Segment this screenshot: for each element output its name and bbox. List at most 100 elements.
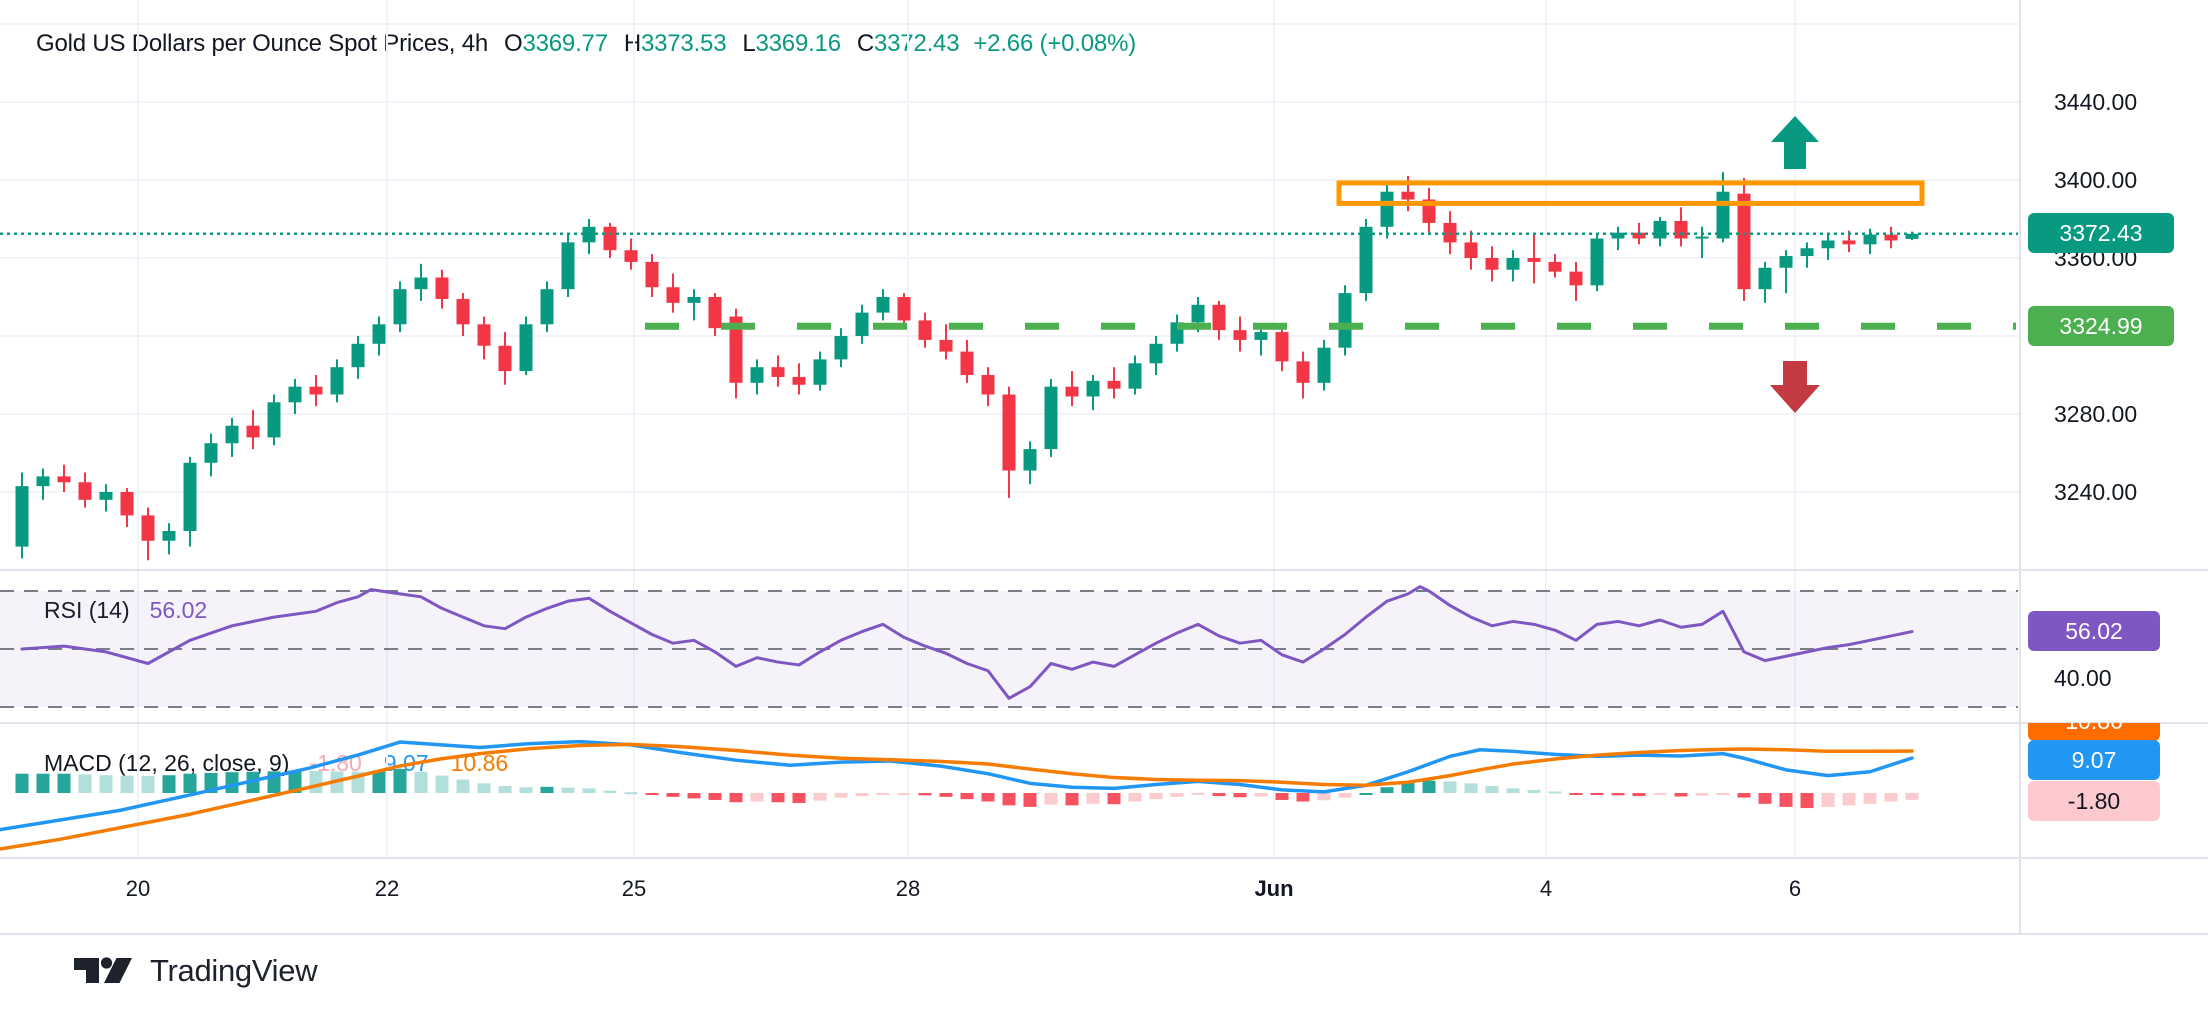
price-change: +2.66 (+0.08%) <box>973 30 1137 57</box>
candle <box>120 492 134 516</box>
macd-histogram-bar <box>813 793 827 801</box>
macd-histogram-bar <box>1233 793 1247 798</box>
candle <box>1611 232 1625 239</box>
macd-signal-line <box>0 742 1914 851</box>
tradingview-mark-icon <box>74 957 132 983</box>
candle <box>1191 304 1205 323</box>
macd-histogram-bar <box>1380 787 1394 793</box>
macd-histogram-bar <box>1023 793 1037 807</box>
candle <box>1779 256 1793 268</box>
candle <box>855 312 869 336</box>
macd-histogram-bar <box>1065 793 1079 806</box>
macd-line-badge: 9.07 <box>2028 740 2160 780</box>
candle <box>771 367 785 377</box>
macd-histogram-bar <box>1212 793 1226 797</box>
candle <box>330 367 344 395</box>
time-tick: Jun <box>1254 876 1294 901</box>
candle <box>183 462 197 531</box>
time-axis[interactable]: 20 22 25 28 Jun 4 6 <box>0 858 2208 935</box>
candle <box>1233 330 1247 340</box>
time-tick: 28 <box>895 876 921 901</box>
candle <box>456 298 470 325</box>
macd-histogram-bar <box>603 790 617 793</box>
candle <box>141 515 155 541</box>
macd-histogram-bar <box>15 773 29 793</box>
candle <box>1590 238 1604 286</box>
candle <box>57 476 71 483</box>
candle <box>1884 234 1898 241</box>
candle <box>1695 236 1709 239</box>
macd-histogram-bar <box>1296 793 1310 802</box>
macd-histogram-bar <box>834 793 848 798</box>
tradingview-logo[interactable]: TradingView <box>72 948 318 994</box>
macd-histogram-bar <box>1737 793 1751 798</box>
macd-histogram-bar <box>1569 793 1583 795</box>
candle <box>519 324 533 372</box>
symbol-legend[interactable]: Gold US Dollars per Ounce Spot Prices, 4… <box>36 30 1136 58</box>
macd-histogram-bar <box>1422 780 1436 793</box>
macd-histogram-bar <box>1779 793 1793 807</box>
candle <box>1674 220 1688 239</box>
macd-signal-badge: 10.86 <box>2028 723 2160 741</box>
candle <box>351 343 365 368</box>
macd-histogram-bar <box>1464 783 1478 793</box>
rsi-value: 56.02 <box>150 597 208 624</box>
candle <box>1464 242 1478 258</box>
macd-histogram-bar <box>981 793 995 802</box>
macd-histogram-bar <box>519 787 533 793</box>
macd-histogram-bar <box>1653 793 1667 795</box>
candle <box>1065 386 1079 397</box>
candle <box>666 287 680 303</box>
candle <box>204 443 218 463</box>
macd-histogram-bar <box>666 793 680 797</box>
candle <box>393 289 407 325</box>
candle <box>540 289 554 325</box>
macd-histogram-bar <box>1527 789 1541 793</box>
macd-histogram-bar <box>414 771 428 793</box>
candle <box>246 425 260 438</box>
macd-histogram-bar <box>708 793 722 800</box>
candle <box>687 297 701 303</box>
macd-line <box>0 739 1914 832</box>
candle <box>1842 240 1856 245</box>
macd-histogram-bar <box>960 793 974 800</box>
macd-histogram-bar <box>1338 793 1352 798</box>
macd-histogram-bar <box>1002 793 1016 806</box>
candle <box>372 324 386 344</box>
candle <box>435 277 449 299</box>
macd-histogram-bar <box>36 773 50 793</box>
macd-histogram-bar <box>855 793 869 797</box>
price-tick: 3440.00 <box>2054 89 2138 115</box>
candle <box>1485 258 1499 270</box>
rsi-legend[interactable]: RSI (14) 56.02 <box>44 597 207 624</box>
candle <box>1296 361 1310 383</box>
candle <box>918 320 932 340</box>
candle <box>1632 232 1646 239</box>
candle <box>1254 332 1268 340</box>
candle <box>1338 293 1352 348</box>
rsi-line <box>20 585 1914 700</box>
candle <box>1044 386 1058 450</box>
macd-histogram-bar <box>582 788 596 793</box>
candle <box>1401 191 1415 200</box>
macd-histogram-bar <box>1485 786 1499 793</box>
candle <box>750 367 764 383</box>
candle <box>1527 258 1541 262</box>
macd-histogram-bar <box>1800 793 1814 809</box>
chart-canvas[interactable] <box>0 0 2208 935</box>
macd-histogram-bar <box>57 773 71 793</box>
macd-histogram-bar <box>1716 793 1730 795</box>
ohlc-low: L3369.16 <box>742 30 841 57</box>
candle <box>1128 363 1142 389</box>
macd-histogram-bar <box>309 770 323 793</box>
candle <box>1905 233 1919 239</box>
candle <box>624 250 638 262</box>
macd-histogram-bar <box>1674 793 1688 797</box>
candle <box>1800 248 1814 257</box>
candle <box>309 386 323 395</box>
price-tick: 3280.00 <box>2054 401 2138 427</box>
macd-histogram-bar <box>1506 788 1520 793</box>
time-tick: 20 <box>125 876 151 901</box>
candle <box>1569 271 1583 286</box>
